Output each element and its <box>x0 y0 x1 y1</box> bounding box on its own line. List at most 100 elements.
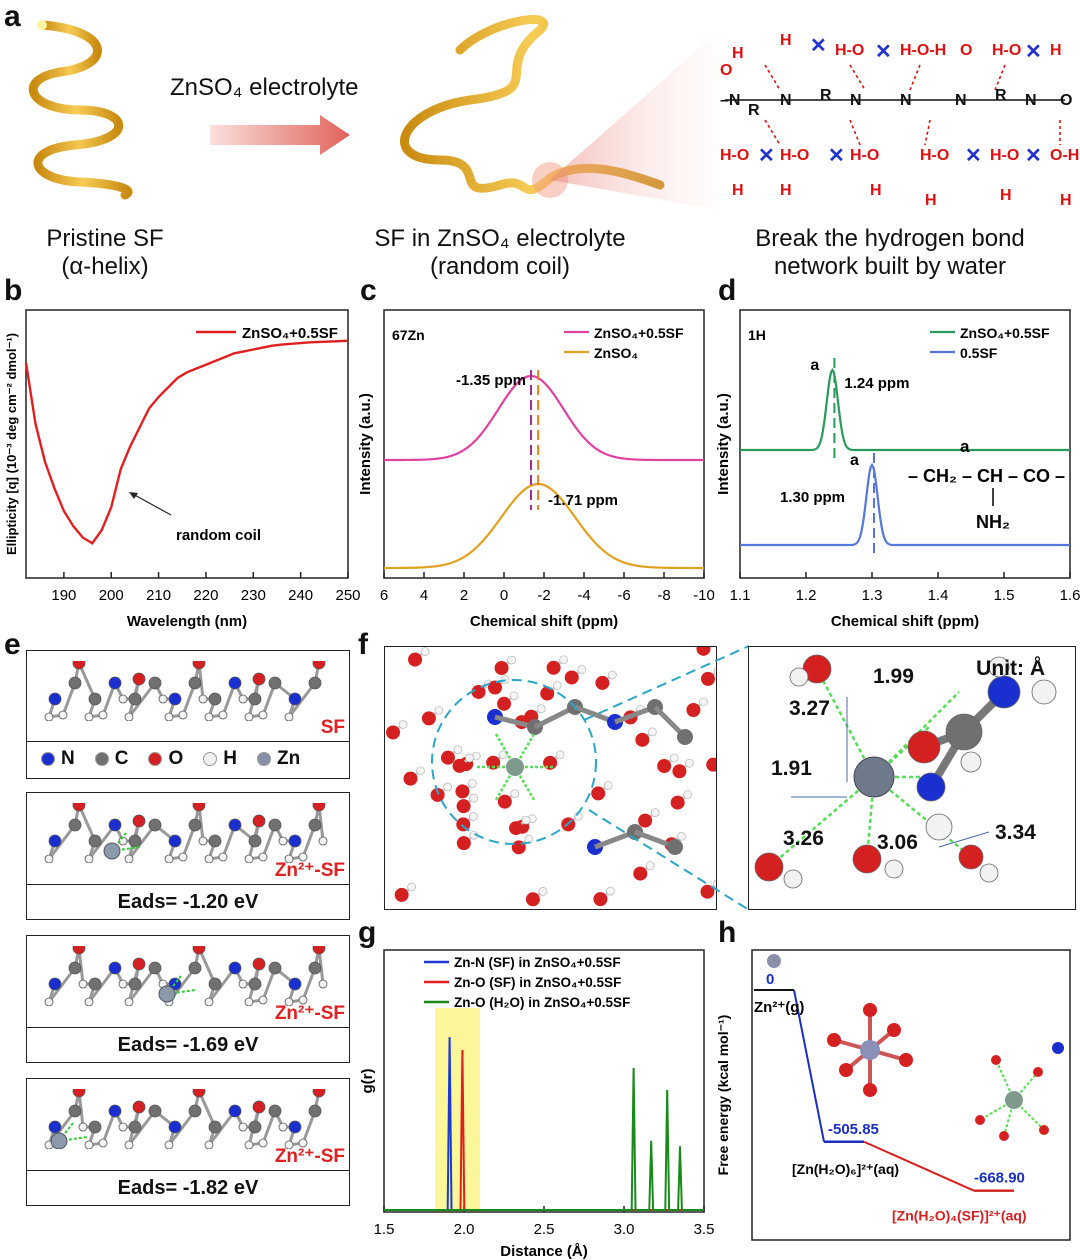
highlight-region <box>435 1008 480 1212</box>
atom-c <box>188 961 202 975</box>
panel-g-label: g <box>358 916 377 949</box>
atom-h <box>258 852 268 862</box>
atom-h <box>198 836 208 846</box>
atom-h <box>298 852 308 862</box>
panel-c-chart: 6 4 2 0 -2 -4 -6 -8 -10 Chemical shift (ppm) Inten… <box>357 309 715 630</box>
atom-n <box>48 692 62 706</box>
complex-oxygen <box>1039 1125 1049 1135</box>
atom-h <box>118 979 128 989</box>
x-tick-label: 2.0 <box>454 1221 475 1238</box>
atom-n <box>108 676 122 690</box>
atom-h <box>164 712 174 721</box>
atom-h <box>284 1140 294 1149</box>
water-hydrogen <box>469 793 478 803</box>
peak-annotation-1: -1.35 ppm <box>456 372 526 389</box>
atom-h <box>238 1122 248 1132</box>
atom-dot-icon <box>256 752 271 766</box>
water-oxygen <box>540 686 555 701</box>
water-hydrogen <box>398 720 408 729</box>
atom-h <box>98 1138 108 1148</box>
water-hydrogen <box>645 861 655 870</box>
complex-oxygen <box>999 1131 1009 1141</box>
atom-h <box>164 854 174 863</box>
x-tick-label: 0 <box>500 587 508 604</box>
water-oxygen <box>497 794 512 809</box>
atom-c <box>188 676 202 690</box>
atom-h <box>58 710 68 720</box>
atom-carbon <box>945 713 983 751</box>
water-hydrogen <box>555 750 565 760</box>
coordination-bond <box>873 726 930 778</box>
complex-oxygen <box>1033 1067 1043 1077</box>
svg-text:O: O <box>960 42 972 59</box>
svg-text:H: H <box>732 45 744 62</box>
distance-3-26: 3.26 <box>783 827 824 850</box>
legend-label: ZnSO₄+0.5SF <box>242 325 338 342</box>
water-oxygen <box>403 771 418 786</box>
water-oxygen <box>471 684 486 699</box>
water-hydrogen <box>685 758 694 768</box>
x-tick-label: -8 <box>657 587 670 604</box>
atom-h <box>84 854 94 863</box>
zn-coordination-model <box>754 654 1057 889</box>
svg-text:H: H <box>1060 192 1072 209</box>
water-hydrogen <box>538 887 548 896</box>
sf-label: SF <box>320 717 345 738</box>
atom-h <box>244 1140 254 1149</box>
legend-atom-h: H <box>203 748 237 770</box>
atom-c <box>308 1104 322 1118</box>
water-hydrogen <box>498 750 508 760</box>
atom-n <box>168 834 182 848</box>
water-hydrogen <box>434 706 444 715</box>
atom-n <box>288 834 302 848</box>
atom-o <box>312 661 326 670</box>
zn-sf-label-2: Zn²⁺-SF <box>274 1003 345 1024</box>
peak-annotation-1: 1.24 ppm <box>844 375 909 392</box>
atom-o <box>72 946 86 955</box>
atom-c <box>208 834 222 848</box>
legend-atom-label: N <box>61 748 75 769</box>
svg-text:H: H <box>732 182 744 199</box>
atom-o <box>312 946 326 955</box>
caption-hbond: Break the hydrogen bond network built by… <box>720 225 1060 281</box>
atom-hydrogen <box>884 859 904 879</box>
svg-text:R: R <box>820 87 832 104</box>
atom-h <box>198 694 208 704</box>
complex-oxygen <box>863 1083 877 1097</box>
legend-label: Zn-O (SF) in ZnSO₄+0.5SF <box>454 975 621 990</box>
atom-hydrogen <box>783 869 803 889</box>
atom-h <box>284 712 294 721</box>
water-hydrogen <box>677 832 686 841</box>
atom-n <box>228 1104 242 1118</box>
water-hydrogen <box>606 886 615 896</box>
atom-c <box>148 1104 162 1118</box>
atom-hydrogen <box>988 656 1010 678</box>
atom-c <box>68 1104 82 1118</box>
atom-h <box>318 979 328 989</box>
atom-h <box>124 1140 134 1149</box>
water-hydrogen <box>521 815 531 825</box>
atom-h <box>284 854 294 863</box>
atom-o <box>192 946 206 955</box>
svg-text:✕: ✕ <box>828 145 845 167</box>
zn-sf-molecule-model-3 <box>44 1089 326 1149</box>
bond <box>127 967 157 1003</box>
peak-letter-0: a <box>810 357 819 374</box>
svg-text:H-O: H-O <box>850 147 879 164</box>
atom-hydrogen <box>925 813 953 841</box>
atom-h <box>298 1138 308 1148</box>
atom-h <box>44 712 54 721</box>
atom-c <box>268 961 282 975</box>
water-oxygen <box>591 786 606 801</box>
water-hydrogen <box>650 808 660 817</box>
zinc-atom <box>103 842 121 860</box>
caption-pristine-sf: Pristine SF (α-helix) <box>10 225 200 281</box>
nmr-curve-0 <box>383 374 705 462</box>
svg-text:H: H <box>780 182 792 199</box>
annotation-random-coil: random coil <box>176 527 261 544</box>
atom-oxygen <box>754 852 784 882</box>
zn-sf-box-1: Zn²⁺-SF <box>26 792 350 885</box>
legend-atom-label: H <box>223 748 237 769</box>
rdf-curve-1 <box>384 1049 704 1211</box>
x-tick-label: 1.5 <box>374 1221 395 1238</box>
